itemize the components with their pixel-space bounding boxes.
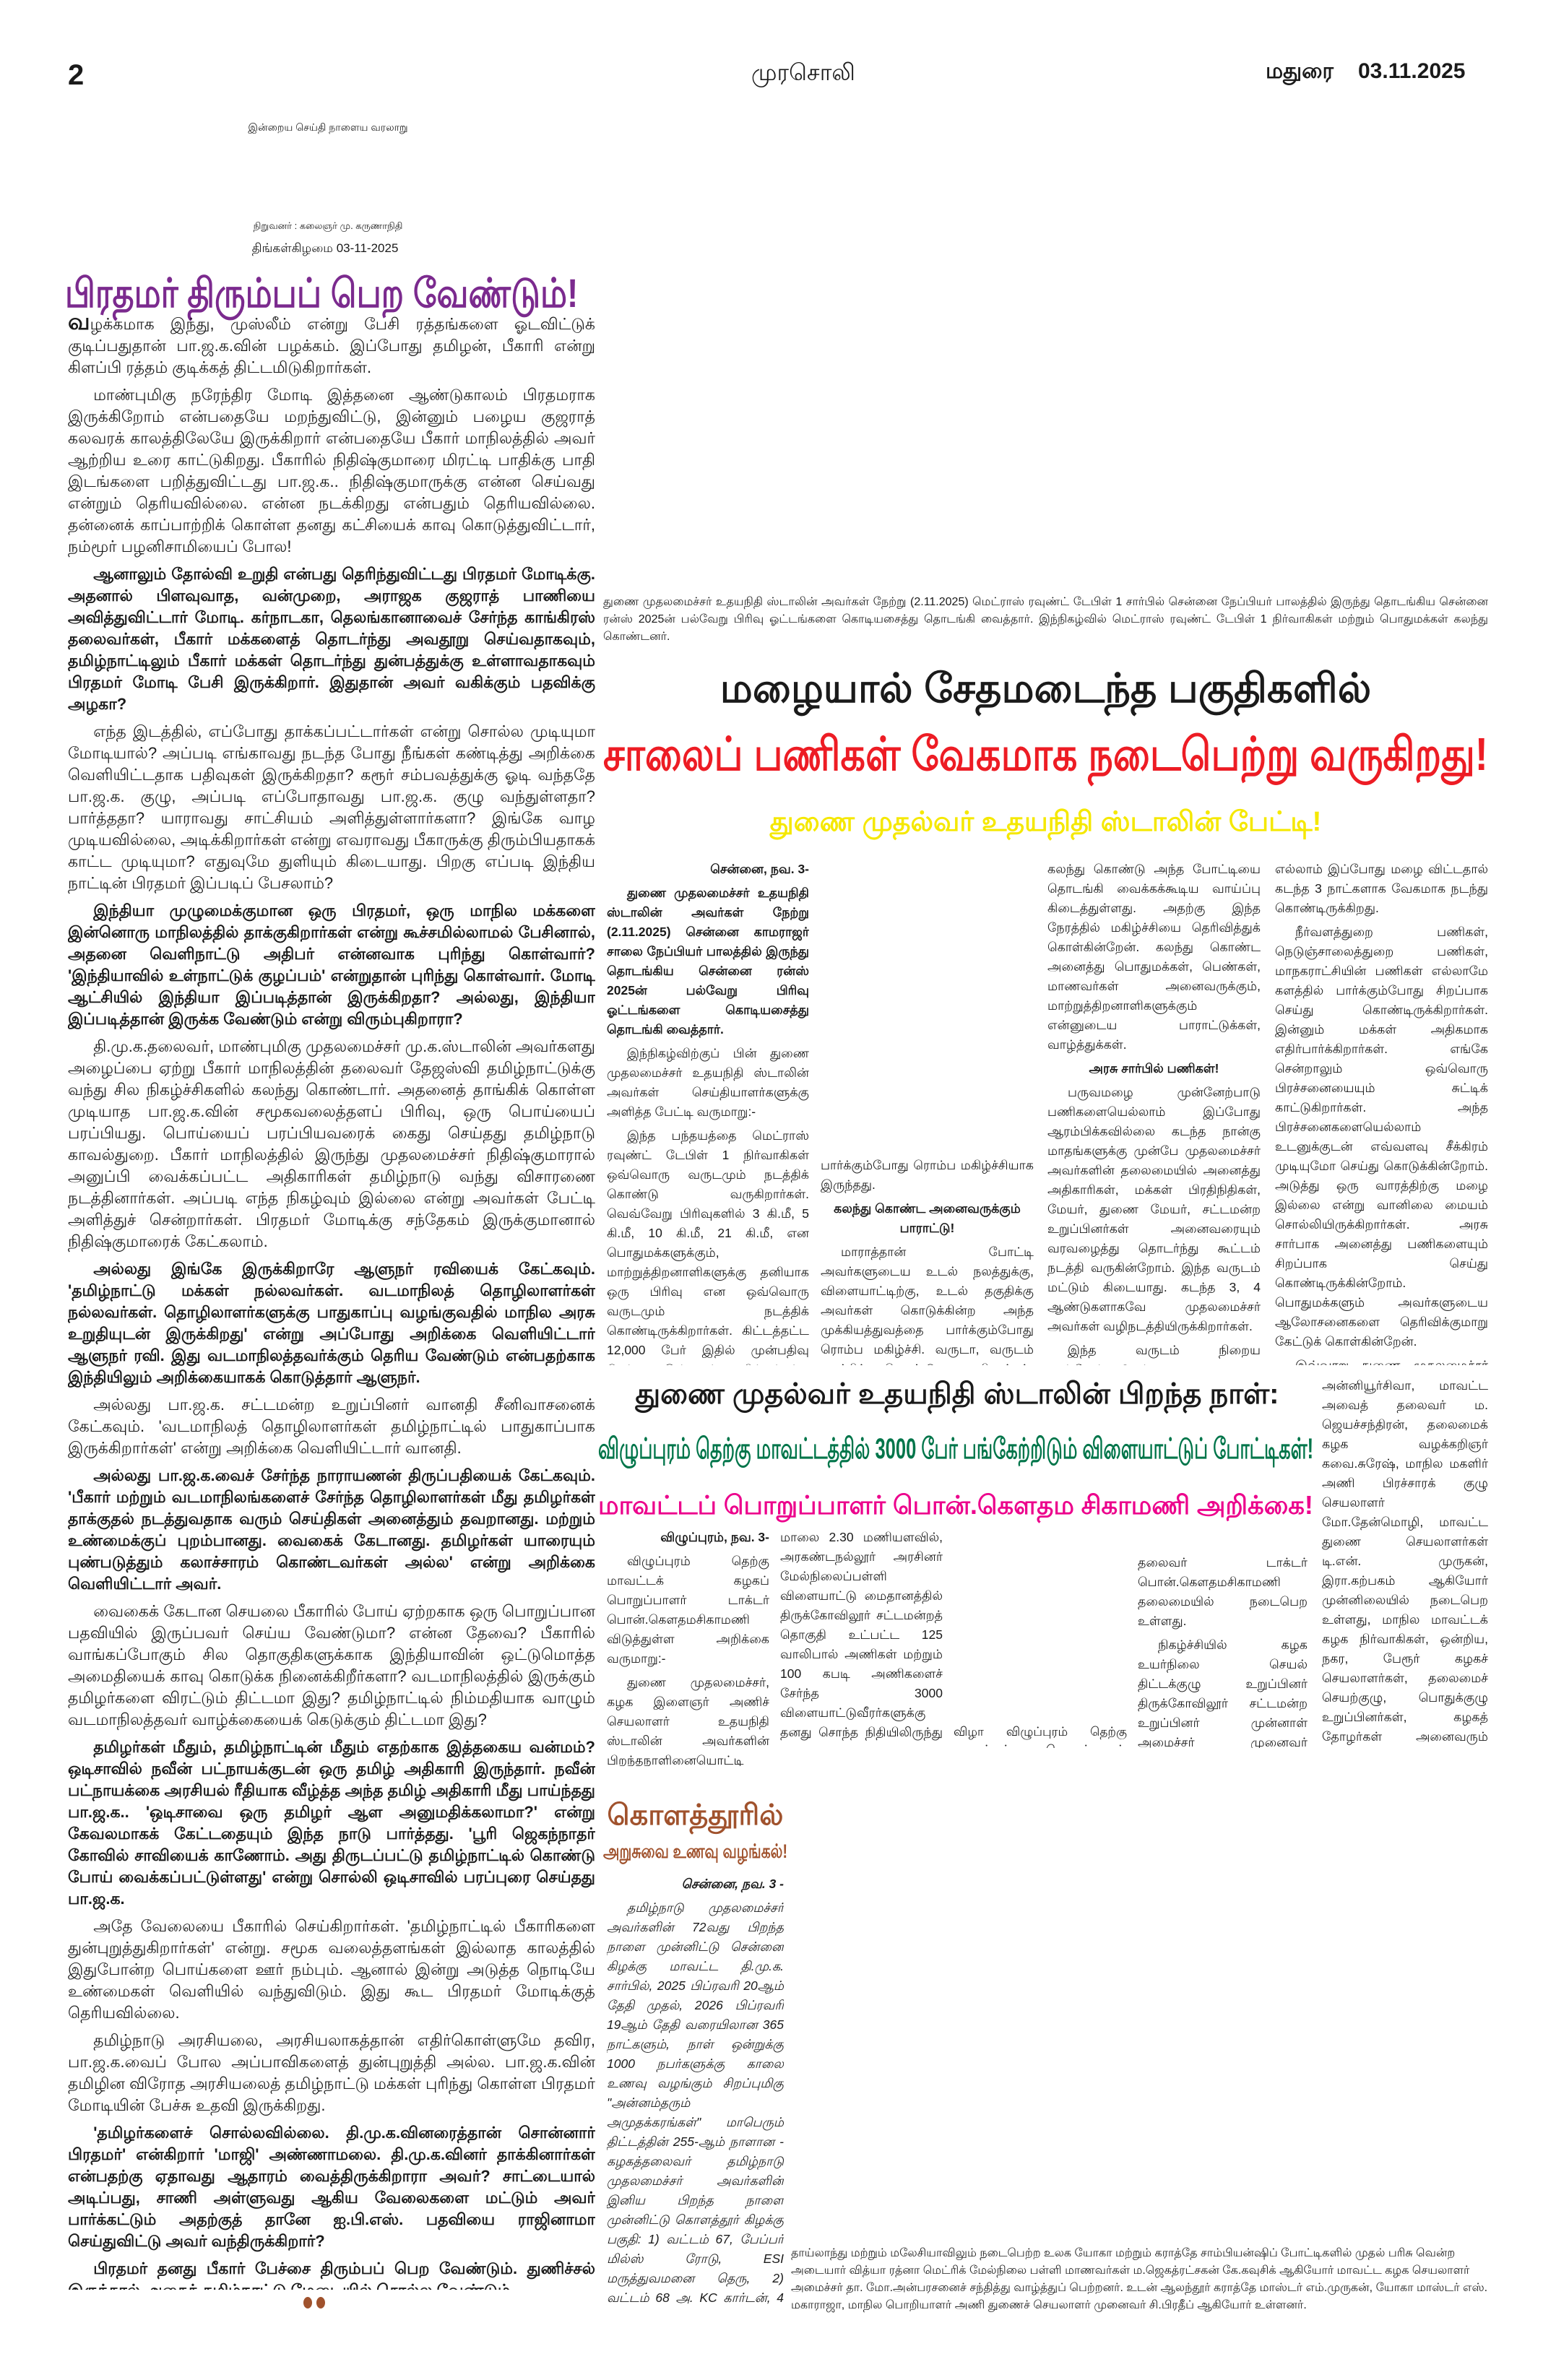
paragraph: தமிழர்கள் மீதும், தமிழ்நாட்டின் மீதும் எ… bbox=[68, 1738, 595, 1908]
editorial-dateline: திங்கள்கிழமை 03-11-2025 bbox=[251, 241, 399, 255]
lead-column-4: எல்லாம் இப்போது மழை விட்டதால் கடந்த 3 நா… bbox=[1275, 860, 1488, 1365]
sports-kicker: துணை முதல்வர் உதயநிதி ஸ்டாலின் பிறந்த நா… bbox=[635, 1378, 1279, 1410]
lead-column-2: பார்க்கும்போது ரொம்ப மகிழ்ச்சியாக இருந்த… bbox=[821, 1156, 1034, 1365]
paragraph: மாராத்தான் போட்டி அவர்களுடைய உடல் நலத்து… bbox=[821, 1245, 1034, 1365]
edition: மதுரை bbox=[1266, 59, 1334, 83]
subheading: அரசு சார்பில் பணிகள்! bbox=[1089, 1061, 1219, 1076]
paragraph: எல்லாம் இப்போது மழை விட்டதால் கடந்த 3 நா… bbox=[1275, 862, 1488, 915]
sports-photo bbox=[954, 1528, 1127, 1719]
paragraph: எந்த இடத்தில், எப்போது தாக்கப்பட்டார்கள்… bbox=[68, 722, 595, 892]
paragraph-text: ழக்கமாக இந்து, முஸ்லீம் என்று பேசி ரத்தங… bbox=[68, 315, 595, 376]
paragraph: இந்தியா முழுமைக்குமான ஒரு பிரதமர், ஒரு ம… bbox=[68, 901, 595, 1028]
kolathur-headline-line1: கொளத்தூரில் bbox=[607, 1799, 784, 1831]
editorial-paragraphs: மாண்புமிகு நரேந்திர மோடி இத்தனை ஆண்டுகால… bbox=[68, 384, 595, 2290]
subheading: கலந்து கொண்ட அனைவருக்கும் பாராட்டு! bbox=[834, 1201, 1021, 1235]
lead-column-3: கலந்து கொண்டு அந்த போட்டியை தொடங்கி வைக்… bbox=[1047, 860, 1261, 1365]
paragraph: அல்லது பா.ஜ.க.வைச் சேர்ந்த நாராயணன் திரு… bbox=[68, 1466, 595, 1593]
sports-column-2: மாலை 2.30 மணியளவில், அரகண்டநல்லூர் அரசின… bbox=[780, 1528, 943, 1744]
lead-photo bbox=[603, 90, 1488, 589]
paragraph: தி.மு.க.தலைவர், மாண்புமிகு முதலமைச்சர் ம… bbox=[68, 1037, 595, 1250]
sports-column-1: விழுப்புரம், நவ. 3- விழுப்புரம் தெற்கு மா… bbox=[607, 1528, 769, 1766]
paragraph: கலந்து கொண்டு அந்த போட்டியை தொடங்கி வைக்… bbox=[1047, 862, 1261, 1052]
paragraph: இந்நிகழ்விற்குப் பின் துணை முதலமைச்சர் உ… bbox=[607, 1046, 809, 1119]
sports-headline: விழுப்புரம் தெற்கு மாவட்டத்தில் 3000 பேர… bbox=[598, 1433, 1313, 1465]
drop-cap: வ bbox=[68, 311, 90, 334]
founder-line: நிறுவனர் : கலைஞர் மு. கருணாநிதி bbox=[253, 220, 403, 231]
paragraph: நிகழ்ச்சியில் கழக உயர்நிலை செயல் திட்டக்… bbox=[1138, 1637, 1308, 1762]
paragraph: பிரதமர் தனது பீகார் பேச்சை திரும்பப் பெற… bbox=[68, 2259, 595, 2290]
paragraph: அன்னியூர்சிவா, மாவட்ட அவைத் தலைவர் ம. ஜெ… bbox=[1322, 1378, 1488, 1763]
tagline: இன்றைய செய்தி நாளைய வரலாறு bbox=[248, 121, 408, 133]
lead-photo-caption: துணை முதலமைச்சர் உதயநிதி ஸ்டாலின் அவர்கள… bbox=[603, 596, 1488, 643]
editorial-headline: பிரதமர் திரும்பப் பெற வேண்டும்! bbox=[65, 270, 578, 316]
end-dot bbox=[303, 2297, 312, 2308]
paragraph: பார்க்கும்போது ரொம்ப மகிழ்ச்சியாக இருந்த… bbox=[821, 1158, 1034, 1192]
paragraph: இந்த வருடம் நிறைய முன்னேற்பாடுகள் செய்தி… bbox=[1047, 1343, 1261, 1365]
dateline: சென்னை, நவ. 3 - bbox=[681, 1877, 784, 1891]
lead-column-1: சென்னை, நவ. 3- துணை முதலமைச்சர் உதயநிதி ஸ… bbox=[607, 860, 809, 1365]
sports-subheadline: மாவட்டப் பொறுப்பாளர் பொன்.கௌதம சிகாமணி அ… bbox=[598, 1490, 1313, 1520]
lead-subheadline: துணை முதல்வர் உதயநிதி ஸ்டாலின் பேட்டி! bbox=[769, 807, 1322, 837]
paragraph: மாலை 2.30 மணியளவில், அரகண்டநல்லூர் அரசின… bbox=[780, 1530, 943, 1739]
paragraph: நீர்வளத்துறை பணிகள், நெடுஞ்சாலைத்துறை பண… bbox=[1275, 925, 1488, 1349]
paragraph: அதே வேலையை பீகாரில் செய்கிறார்கள். 'தமிழ… bbox=[68, 1917, 595, 2022]
dateline: விழுப்புரம், நவ. 3- bbox=[660, 1530, 769, 1544]
paragraph: தமிழ்நாடு அரசியலை, அரசியலாகத்தான் எதிர்க… bbox=[68, 2031, 595, 2114]
kolathur-headline-line2: அறுசுவை உணவு வழங்கல்! bbox=[603, 1840, 788, 1862]
paragraph: 'தமிழர்களைச் சொல்லவில்லை. தி.மு.க.வினரைத… bbox=[68, 2124, 595, 2250]
end-mark bbox=[303, 2297, 325, 2312]
paragraph: தமிழ்நாடு முதலமைச்சர் அவர்களின் 72வது பி… bbox=[607, 1900, 784, 2305]
paragraph: மாண்புமிகு நரேந்திர மோடி இத்தனை ஆண்டுகால… bbox=[68, 386, 595, 555]
dateline: சென்னை, நவ. 3- bbox=[710, 862, 809, 876]
paragraph: அல்லது பா.ஜ.க. சட்டமன்ற உறுப்பினர் வானதி… bbox=[68, 1395, 595, 1457]
paragraph: வைகைக் கேடான செயலை பீகாரில் போய் ஏற்றகாக… bbox=[68, 1602, 595, 1728]
lead-inset-photo bbox=[821, 860, 1034, 1148]
paragraph: விழுப்புரம் தெற்கு மாவட்டக் கழகப் பொறுப்… bbox=[607, 1554, 769, 1666]
paragraph: துணை முதலமைச்சர் உதயநிதி ஸ்டாலின் அவர்கள… bbox=[607, 886, 809, 1037]
paragraph: தலைவர் டாக்டர் பொன்.கௌதமசிகாமணி தலைமையில… bbox=[1138, 1555, 1308, 1628]
kolathur-body: சென்னை, நவ. 3 - தமிழ்நாடு முதலமைச்சர் அவர… bbox=[607, 1874, 784, 2308]
editorial-body: வழக்கமாக இந்து, முஸ்லீம் என்று பேசி ரத்த… bbox=[68, 311, 595, 2290]
lead-kicker: மழையால் சேதமடைந்த பகுதிகளில் bbox=[719, 665, 1372, 711]
sports-column-3: தலைவர் டாக்டர் பொன்.கௌதமசிகாமணி தலைமையில… bbox=[1138, 1553, 1308, 1762]
paragraph: பருவமழை முன்னேற்பாடு பணிகளையெல்லாம் இப்ப… bbox=[1047, 1085, 1261, 1333]
paragraph: ஆனாலும் தோல்வி உறுதி என்பது தெரிந்துவிட்… bbox=[68, 565, 595, 713]
paragraph: துணை முதலமைச்சர், கழக இளைஞர் அணிச் செயலா… bbox=[607, 1675, 769, 1766]
issue-date: 03.11.2025 bbox=[1358, 59, 1466, 83]
end-dot bbox=[316, 2297, 325, 2308]
paragraph: இந்த பந்தயத்தை மெட்ராஸ் ரவுண்ட் டேபிள் 1… bbox=[607, 1128, 809, 1365]
paragraph: அல்லது இங்கே இருக்கிறாரே ஆளுநர் ரவியைக் … bbox=[68, 1260, 595, 1386]
paragraph: இவ்வாறு துணை முதலமைச்சர் உதயநிதி ஸ்டாலின… bbox=[1295, 1358, 1488, 1365]
editorial-first-paragraph: வழக்கமாக இந்து, முஸ்லீம் என்று பேசி ரத்த… bbox=[68, 311, 595, 378]
masthead: முரசொலி bbox=[751, 59, 855, 85]
bottom-photo-caption: தாய்லாந்து மற்றும் மலேசியாவிலும் நடைபெற்… bbox=[791, 2247, 1488, 2311]
sports-column-4: அன்னியூர்சிவா, மாவட்ட அவைத் தலைவர் ம. ஜெ… bbox=[1322, 1376, 1488, 1766]
lead-headline: சாலைப் பணிகள் வேகமாக நடைபெற்று வருகிறது! bbox=[603, 728, 1488, 780]
bottom-photo bbox=[795, 1748, 1488, 2239]
page-number: 2 bbox=[68, 59, 85, 91]
